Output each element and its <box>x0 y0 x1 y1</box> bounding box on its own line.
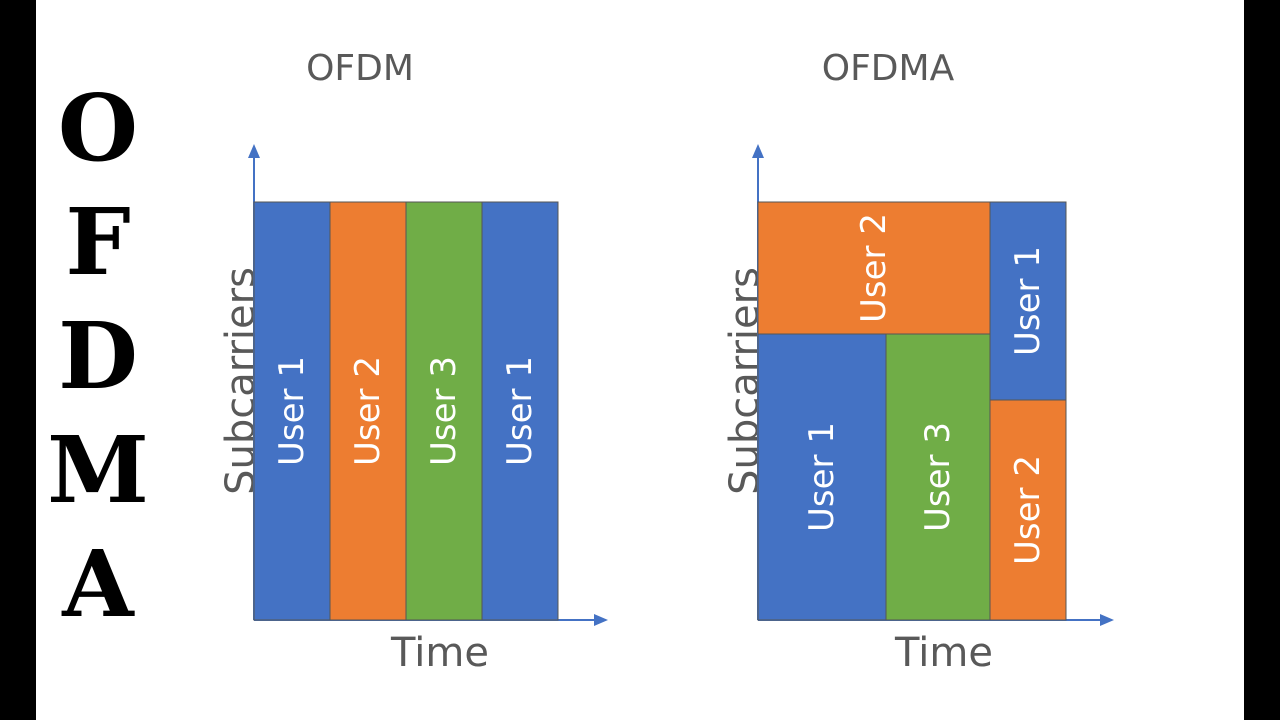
user-block <box>329 201 407 621</box>
x-axis-arrow <box>594 614 608 626</box>
user-block <box>757 333 887 621</box>
x-axis-arrow <box>1100 614 1114 626</box>
user-block <box>481 201 559 621</box>
y-axis-arrow <box>752 144 764 158</box>
user-block <box>885 333 991 621</box>
panel-title-ofdm: OFDM <box>306 48 414 89</box>
title-letter: F <box>65 188 131 296</box>
user-block <box>405 201 483 621</box>
user-block <box>253 201 331 621</box>
user-block-label: User 3 <box>424 356 464 466</box>
user-block-label: User 3 <box>918 422 958 532</box>
user-block-label: User 1 <box>500 356 540 466</box>
y-axis-arrow <box>248 144 260 158</box>
user-block-label: User 2 <box>1008 455 1048 565</box>
title-letter: D <box>58 302 138 410</box>
user-block-label: User 1 <box>1008 246 1048 356</box>
user-block <box>989 201 1067 401</box>
user-block-label: User 2 <box>854 213 894 323</box>
x-axis-label: Time <box>391 630 489 676</box>
user-block-label: User 1 <box>802 422 842 532</box>
diagram-graphics: User 1 User 2 User 3 User 1 User 2 User 1 User… <box>248 144 1114 626</box>
title-letter: M <box>47 416 149 524</box>
vertical-title: O F D M A <box>36 0 196 720</box>
panel-title-ofdma: OFDMA <box>821 48 955 89</box>
user-block <box>989 399 1067 621</box>
title-letter: A <box>62 530 134 638</box>
title-letter: O <box>57 74 139 182</box>
user-block-label: User 1 <box>272 356 312 466</box>
x-axis-label: Time <box>895 630 993 676</box>
user-block-label: User 2 <box>348 356 388 466</box>
user-block <box>757 201 991 335</box>
diagram-canvas: O F D M A OFDM OFDMA Subcarriers Subcarr… <box>36 0 1244 720</box>
